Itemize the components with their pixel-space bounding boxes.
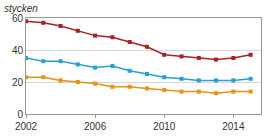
- svg-text:2010: 2010: [153, 121, 176, 132]
- svg-text:20: 20: [12, 77, 24, 88]
- svg-text:2002: 2002: [15, 121, 38, 132]
- svg-text:60: 60: [12, 13, 24, 24]
- svg-text:0: 0: [17, 109, 23, 120]
- svg-text:2014: 2014: [222, 121, 245, 132]
- svg-text:40: 40: [12, 45, 24, 56]
- svg-text:2006: 2006: [84, 121, 107, 132]
- svg-text:stycken: stycken: [4, 3, 38, 14]
